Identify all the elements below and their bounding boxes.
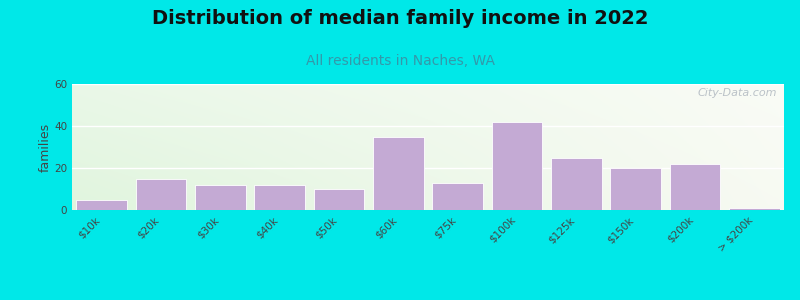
Bar xyxy=(136,178,186,210)
Bar xyxy=(195,185,246,210)
Text: City-Data.com: City-Data.com xyxy=(698,88,777,98)
Bar xyxy=(433,183,483,210)
Bar xyxy=(373,136,423,210)
Text: All residents in Naches, WA: All residents in Naches, WA xyxy=(306,54,494,68)
Bar xyxy=(254,185,305,210)
Bar xyxy=(551,158,602,210)
Bar xyxy=(670,164,720,210)
Text: Distribution of median family income in 2022: Distribution of median family income in … xyxy=(152,9,648,28)
Bar xyxy=(77,200,127,210)
Bar xyxy=(610,168,661,210)
Bar xyxy=(314,189,364,210)
Y-axis label: families: families xyxy=(38,122,51,172)
Bar xyxy=(729,208,779,210)
Bar xyxy=(492,122,542,210)
